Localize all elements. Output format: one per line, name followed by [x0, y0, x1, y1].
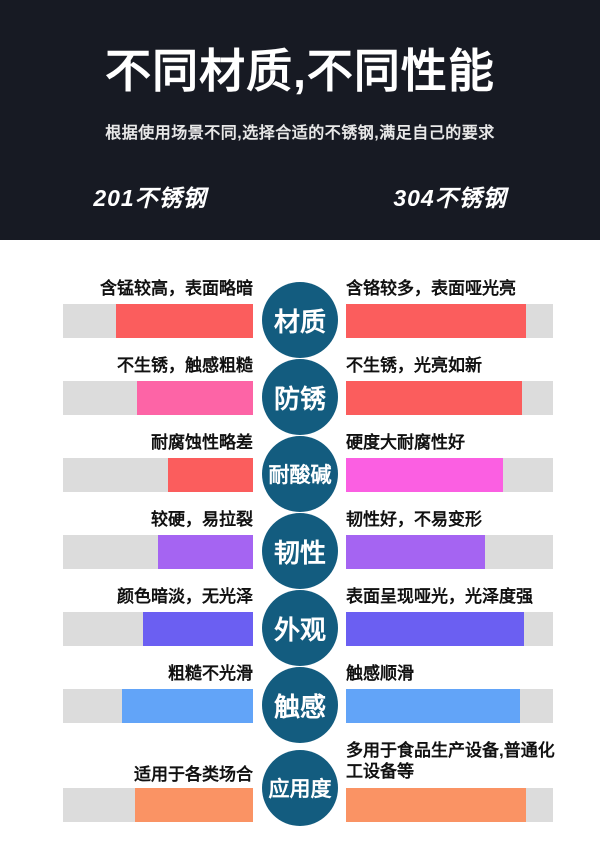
property-badge-label: 应用度: [268, 778, 332, 801]
left-rating-bar: [63, 612, 253, 646]
left-rating-bar-fill: [158, 535, 253, 569]
right-property-text: 表面呈现哑光，光泽度强: [346, 587, 533, 606]
property-badge: 防锈: [262, 359, 338, 435]
comparison-row: 含锰较高，表面略暗 材质 含铬较多，表面哑光亮: [0, 278, 600, 358]
right-rating-bar-fill: [346, 304, 527, 338]
right-rating-bar: [346, 381, 553, 415]
property-badge: 耐酸碱: [262, 436, 338, 512]
right-rating-bar-fill: [346, 689, 520, 723]
property-badge-label: 防锈: [273, 383, 326, 414]
property-badge-label: 韧性: [273, 537, 326, 568]
comparison-rows: 含锰较高，表面略暗 材质 含铬较多，表面哑光亮 不生锈，触感粗糙 防锈 不生锈，…: [0, 240, 600, 854]
left-property-text: 耐腐蚀性略差: [151, 433, 253, 452]
left-rating-bar: [63, 689, 253, 723]
comparison-row: 耐腐蚀性略差 耐酸碱 硬度大耐腐性好: [0, 432, 600, 512]
left-rating-bar-fill: [135, 788, 253, 822]
property-badge: 触感: [262, 667, 338, 743]
column-header-201: 201不锈钢: [93, 184, 207, 211]
left-property-text: 含锰较高，表面略暗: [100, 279, 253, 298]
right-rating-bar: [346, 788, 553, 822]
right-rating-bar-fill: [346, 788, 527, 822]
left-rating-bar-fill: [137, 381, 253, 415]
right-property-text: 不生锈，光亮如新: [346, 356, 482, 375]
column-headers: 201不锈钢 304不锈钢: [0, 179, 600, 213]
left-rating-bar-fill: [116, 304, 253, 338]
property-badge-label: 耐酸碱: [268, 464, 332, 487]
left-rating-bar: [63, 304, 253, 338]
comparison-row: 适用于各类场合 应用度 多用于食品生产设备,普通化工设备等: [0, 740, 600, 854]
right-rating-bar: [346, 689, 553, 723]
left-rating-bar: [63, 788, 253, 822]
property-badge-label: 外观: [273, 614, 326, 645]
right-property-text: 韧性好，不易变形: [346, 510, 482, 529]
right-rating-bar: [346, 304, 553, 338]
right-property-text: 硬度大耐腐性好: [346, 433, 465, 452]
left-rating-bar-fill: [142, 612, 253, 646]
left-property-text: 粗糙不光滑: [168, 664, 253, 683]
comparison-row: 颜色暗淡，无光泽 外观 表面呈现哑光，光泽度强: [0, 586, 600, 666]
right-rating-bar-fill: [346, 612, 525, 646]
left-rating-bar-fill: [121, 689, 253, 723]
left-rating-bar: [63, 458, 253, 492]
property-badge: 韧性: [262, 513, 338, 589]
right-rating-bar: [346, 535, 553, 569]
comparison-row: 不生锈，触感粗糙 防锈 不生锈，光亮如新: [0, 355, 600, 435]
left-property-text: 不生锈，触感粗糙: [117, 356, 253, 375]
comparison-row: 较硬，易拉裂 韧性 韧性好，不易变形: [0, 509, 600, 589]
property-badge: 材质: [262, 282, 338, 358]
left-property-text: 适用于各类场合: [134, 765, 253, 784]
left-property-text: 较硬，易拉裂: [151, 510, 253, 529]
page-title: 不同材质,不同性能: [105, 45, 495, 97]
property-badge: 应用度: [262, 750, 338, 826]
column-header-304: 304不锈钢: [393, 184, 507, 211]
property-badge-label: 触感: [273, 691, 326, 722]
header: 不同材质,不同性能 根据使用场景不同,选择合适的不锈钢,满足自己的要求 201不…: [0, 0, 600, 240]
property-badge-label: 材质: [273, 306, 326, 337]
left-rating-bar-fill: [167, 458, 253, 492]
comparison-row: 粗糙不光滑 触感 触感顺滑: [0, 663, 600, 743]
property-badge: 外观: [262, 590, 338, 666]
left-rating-bar: [63, 381, 253, 415]
left-rating-bar: [63, 535, 253, 569]
right-rating-bar: [346, 612, 553, 646]
right-property-text: 触感顺滑: [346, 664, 414, 683]
right-rating-bar-fill: [346, 381, 522, 415]
right-rating-bar-fill: [346, 535, 485, 569]
right-rating-bar: [346, 458, 553, 492]
page-subtitle: 根据使用场景不同,选择合适的不锈钢,满足自己的要求: [105, 124, 495, 142]
right-rating-bar-fill: [346, 458, 504, 492]
right-property-text: 含铬较多，表面哑光亮: [346, 279, 516, 298]
left-property-text: 颜色暗淡，无光泽: [117, 587, 253, 606]
right-property-text: 多用于食品生产设备,普通化工设备等: [346, 741, 555, 781]
